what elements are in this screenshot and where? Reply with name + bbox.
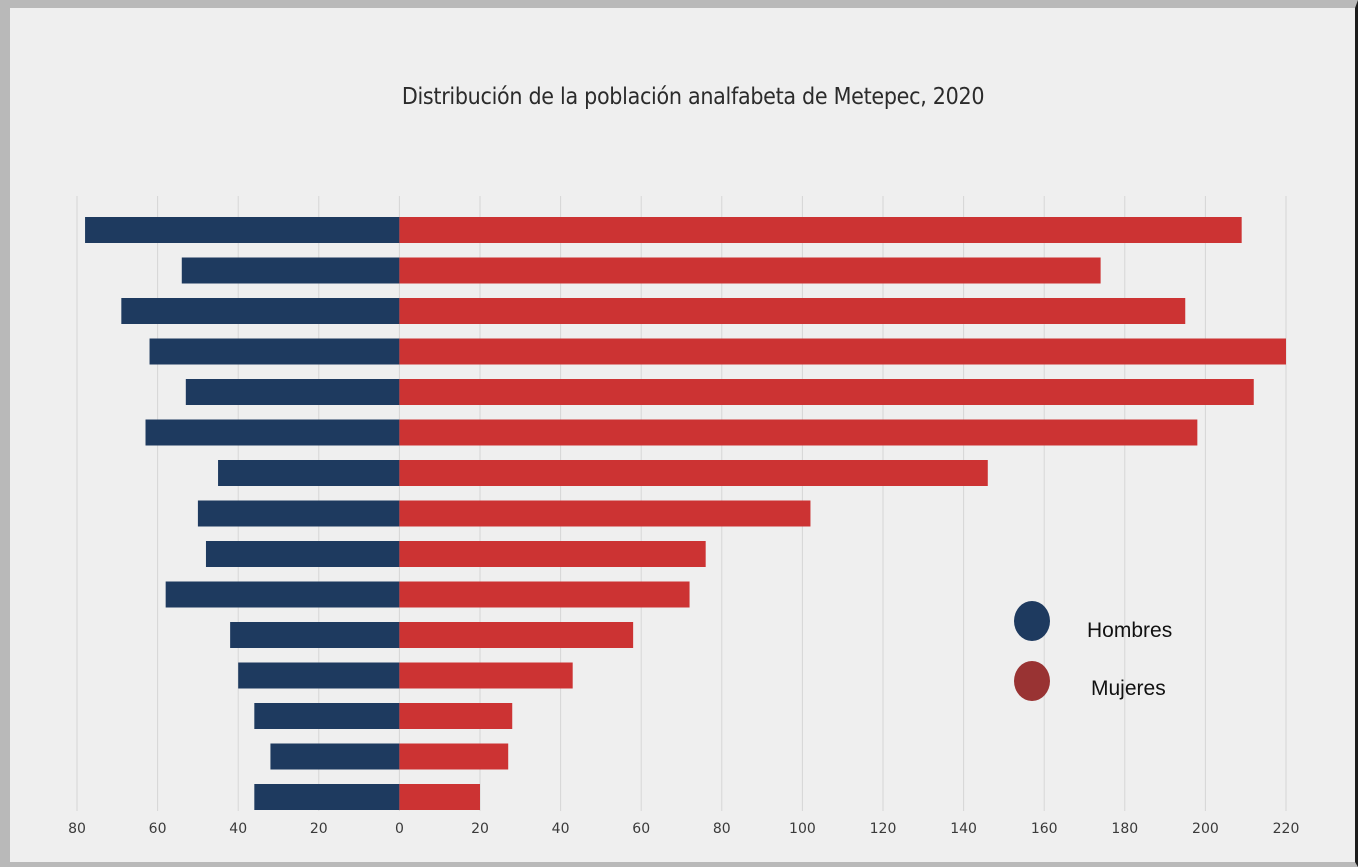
bar-mujeres [399,541,706,567]
bar-hombres [149,338,400,365]
bar-hombres [197,500,400,527]
legend-marker-mujeres [1014,661,1050,701]
x-tick-label: 40 [229,821,247,837]
legend: Hombres Mujeres [1014,601,1172,701]
bar-mujeres [399,460,988,486]
bar-mujeres [399,581,690,608]
bar-mujeres [399,784,480,810]
chart-title: Distribución de la población analfabeta … [401,84,985,110]
bar-hombres [145,419,400,446]
legend-label-mujeres: Mujeres [1091,677,1166,700]
bar-hombres [238,662,400,689]
legend-marker-hombres [1014,601,1050,641]
legend-label-hombres: Hombres [1087,619,1172,642]
x-axis-ticks: 80 60 40 20 0 20 40 60 80 100 120 140 160 180 200 220 [68,821,1299,837]
x-tick-label: 100 [789,821,816,837]
x-tick-label: 20 [471,821,489,837]
bar-hombres [121,298,400,324]
bar-hombres [205,541,400,567]
bar-hombres [230,622,400,648]
bar-hombres [85,217,400,243]
x-tick-label: 160 [1031,821,1058,837]
x-tick-label: 180 [1111,821,1138,837]
bar-mujeres [399,257,1101,284]
x-tick-label: 80 [68,821,86,837]
bar-hombres [165,581,400,608]
x-tick-label: 200 [1192,821,1219,837]
bar-hombres [181,257,400,284]
bar-mujeres [399,338,1286,365]
bar-mujeres [399,743,509,770]
bar-hombres [270,743,400,770]
bar-mujeres [399,703,513,729]
x-tick-label: 220 [1273,821,1300,837]
x-tick-label: 140 [950,821,977,837]
bar-mujeres [399,298,1186,324]
bar-mujeres [399,622,634,648]
bars [85,217,1286,810]
x-tick-label: 60 [149,821,167,837]
bar-mujeres [399,662,573,689]
x-tick-label: 0 [395,821,404,837]
x-tick-label: 60 [632,821,650,837]
bar-hombres [254,703,400,729]
bar-mujeres [399,379,1254,405]
bar-hombres [254,784,400,810]
x-tick-label: 120 [870,821,897,837]
x-tick-label: 20 [310,821,328,837]
x-tick-label: 80 [713,821,731,837]
x-tick-label: 40 [552,821,570,837]
bar-hombres [218,460,400,486]
bar-hombres [185,379,400,405]
bar-mujeres [399,217,1242,243]
bar-mujeres [399,500,811,527]
bar-mujeres [399,419,1198,446]
